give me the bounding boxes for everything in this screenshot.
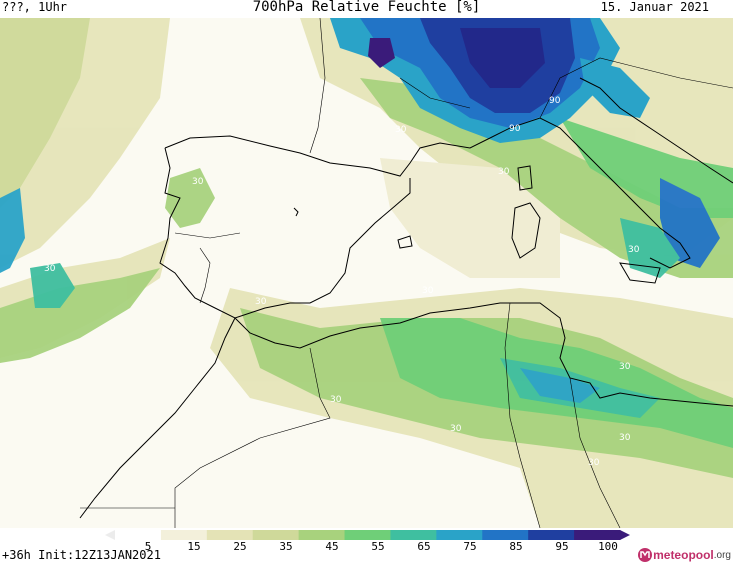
colorbar-min-arrow: [105, 530, 115, 540]
colorbar-segment: [528, 530, 575, 540]
meteopool-logo-icon: [638, 548, 653, 562]
colorbar-segment: [206, 530, 254, 540]
humidity-map: 30 30 30 30 30 30 30 30 30 30 30 30 90 9…: [0, 17, 733, 529]
colorbar-segment: [574, 530, 621, 540]
header: ???, 1Uhr 700hPa Relative Feuchte [%] 15…: [0, 0, 733, 18]
contour-label: 30: [422, 286, 434, 296]
colorbar-tick-label: 25: [233, 540, 247, 553]
contour-label: 30: [395, 125, 407, 135]
contour-label: 90: [549, 96, 561, 106]
colorbar: [105, 530, 630, 540]
forecast-date: 15. Januar 2021: [600, 0, 709, 14]
contour-label: 30: [588, 458, 600, 468]
contour-label: 30: [619, 433, 631, 443]
contour-label: 30: [255, 297, 267, 307]
contour-label: 30: [450, 424, 462, 434]
footer: 5 15 25 35 45 55 65 75 85 95 100 +36h Init:12Z13JA…: [0, 528, 733, 566]
logo-text: meteopool: [653, 548, 714, 562]
colorbar-tick-label: 95: [555, 540, 569, 553]
colorbar-tick-label: 75: [463, 540, 477, 553]
colorbar-segment: [160, 530, 208, 540]
country-borders: [80, 17, 733, 529]
colorbar-tick-label: 55: [371, 540, 385, 553]
contour-label: 30: [619, 362, 631, 372]
colorbar-segments: [115, 530, 621, 540]
colorbar-tick-label: 45: [325, 540, 339, 553]
colorbar-segment: [344, 530, 391, 540]
contour-labels: 30 30 30 30 30 30 30 30 30 30 30 30 90 9…: [44, 96, 640, 468]
colorbar-segment: [482, 530, 529, 540]
contour-label: 90: [509, 124, 521, 134]
map-title: 700hPa Relative Feuchte [%]: [252, 0, 481, 15]
meteopool-logo[interactable]: meteopool .org: [637, 546, 731, 564]
run-info: +36h Init:12Z13JAN2021: [2, 548, 161, 562]
contour-label: 30: [330, 395, 342, 405]
colorbar-segment: [390, 530, 437, 540]
forecast-time-label: ???, 1Uhr: [2, 0, 68, 14]
contour-label: 30: [628, 245, 640, 255]
contour-label: 30: [498, 167, 510, 177]
contour-label: 30: [44, 264, 56, 274]
colorbar-segment: [436, 530, 483, 540]
map-canvas: 30 30 30 30 30 30 30 30 30 30 30 30 90 9…: [0, 17, 733, 529]
colorbar-tick-label: 35: [279, 540, 293, 553]
colorbar-tick-label: 85: [509, 540, 523, 553]
colorbar-segment: [115, 530, 162, 540]
logo-suffix: .org: [713, 549, 731, 561]
colorbar-segment: [252, 530, 300, 540]
coastlines: [79, 77, 733, 519]
colorbar-tick-label: 15: [187, 540, 201, 553]
colorbar-max-arrow: [620, 530, 630, 540]
colorbar-tick-label: 5: [144, 540, 152, 553]
humidity-field-saturated: [330, 18, 650, 143]
colorbar-tick-label: 65: [417, 540, 431, 553]
humidity-field-moist: [0, 118, 733, 448]
colorbar-tick-label: 100: [598, 540, 618, 553]
colorbar-segment: [298, 530, 346, 540]
contour-label: 30: [192, 177, 204, 187]
